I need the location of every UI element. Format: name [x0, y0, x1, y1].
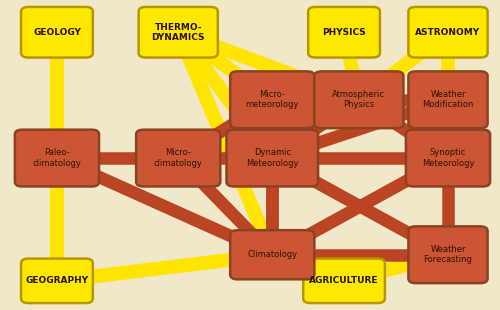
- Text: Weather
Forecasting: Weather Forecasting: [424, 245, 472, 264]
- FancyBboxPatch shape: [303, 259, 385, 303]
- Text: Dynamic
Meteorology: Dynamic Meteorology: [246, 148, 298, 168]
- FancyBboxPatch shape: [308, 7, 380, 58]
- Text: ASTRONOMY: ASTRONOMY: [416, 28, 480, 37]
- Text: Micro-
climatology: Micro- climatology: [154, 148, 202, 168]
- FancyBboxPatch shape: [408, 226, 488, 283]
- Text: GEOGRAPHY: GEOGRAPHY: [26, 276, 88, 285]
- FancyBboxPatch shape: [21, 259, 93, 303]
- FancyBboxPatch shape: [230, 230, 314, 279]
- FancyBboxPatch shape: [314, 71, 404, 128]
- Text: THERMO-
DYNAMICS: THERMO- DYNAMICS: [152, 23, 205, 42]
- Text: GEOLOGY: GEOLOGY: [33, 28, 81, 37]
- FancyBboxPatch shape: [15, 130, 99, 186]
- FancyBboxPatch shape: [226, 130, 318, 186]
- FancyBboxPatch shape: [406, 130, 490, 186]
- FancyBboxPatch shape: [21, 7, 93, 58]
- FancyBboxPatch shape: [408, 7, 488, 58]
- Text: Weather
Modification: Weather Modification: [422, 90, 474, 109]
- Text: Climatology: Climatology: [247, 250, 298, 259]
- Text: Synoptic
Meteorology: Synoptic Meteorology: [422, 148, 474, 168]
- FancyBboxPatch shape: [230, 71, 314, 128]
- FancyBboxPatch shape: [136, 130, 220, 186]
- FancyBboxPatch shape: [408, 71, 488, 128]
- Text: AGRICULTURE: AGRICULTURE: [310, 276, 379, 285]
- FancyBboxPatch shape: [138, 7, 218, 58]
- Text: PHYSICS: PHYSICS: [322, 28, 366, 37]
- Text: Atmospheric
Physics: Atmospheric Physics: [332, 90, 386, 109]
- Text: Micro-
meteorology: Micro- meteorology: [246, 90, 299, 109]
- Text: Paleo-
climatology: Paleo- climatology: [32, 148, 82, 168]
